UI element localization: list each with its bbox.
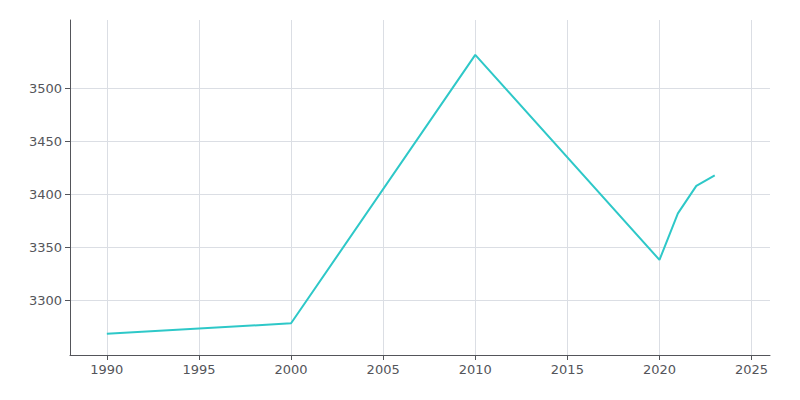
- svg-text:2000: 2000: [275, 362, 308, 377]
- svg-text:3300: 3300: [29, 293, 62, 308]
- svg-text:1995: 1995: [182, 362, 215, 377]
- svg-text:2025: 2025: [735, 362, 768, 377]
- svg-text:2005: 2005: [367, 362, 400, 377]
- svg-text:3450: 3450: [29, 134, 62, 149]
- svg-text:3350: 3350: [29, 240, 62, 255]
- svg-text:2020: 2020: [643, 362, 676, 377]
- svg-text:3400: 3400: [29, 187, 62, 202]
- svg-text:1990: 1990: [90, 362, 123, 377]
- svg-text:2010: 2010: [459, 362, 492, 377]
- svg-text:2015: 2015: [551, 362, 584, 377]
- svg-text:3500: 3500: [29, 81, 62, 96]
